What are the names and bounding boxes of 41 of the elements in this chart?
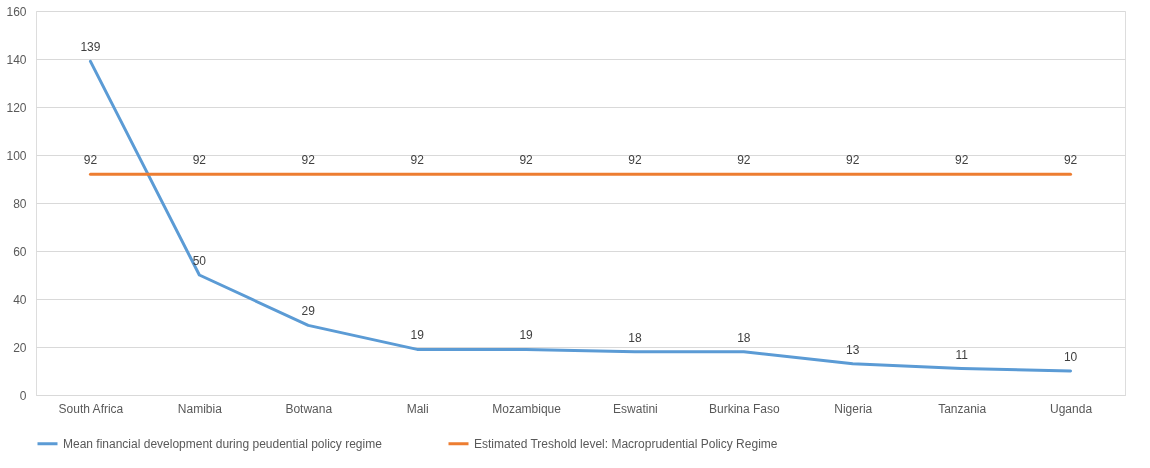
x-tick-label: Namibia <box>177 401 223 416</box>
data-label: 139 <box>80 40 101 55</box>
y-tick-label: 140 <box>6 52 27 67</box>
data-label: 92 <box>519 153 534 168</box>
y-tick-label: 160 <box>6 4 27 19</box>
y-tick-label: 80 <box>13 196 27 211</box>
data-label: 92 <box>83 153 98 168</box>
y-tick-label: 20 <box>13 340 27 355</box>
x-tick-label: Mali <box>406 401 429 416</box>
data-label: 18 <box>737 330 751 345</box>
x-tick-label: Mozambique <box>492 401 562 416</box>
x-tick-label: Uganda <box>1050 401 1093 416</box>
data-label: 92 <box>301 153 316 168</box>
y-tick-label: 0 <box>19 388 27 403</box>
data-label: 19 <box>519 328 534 343</box>
data-label: 10 <box>1063 350 1078 364</box>
data-label: 92 <box>1063 153 1078 168</box>
data-label: 13 <box>846 342 860 357</box>
y-tick-label: 100 <box>6 148 27 163</box>
data-label: 92 <box>846 153 860 168</box>
data-label: 19 <box>410 328 425 343</box>
x-tick-label: Nigeria <box>834 401 873 416</box>
x-tick-label: Burkina Faso <box>709 401 781 416</box>
data-label: 92 <box>192 153 207 168</box>
x-tick-label: Botwana <box>285 401 333 416</box>
x-tick-label: South Africa <box>58 401 124 416</box>
x-tick-label: Eswatini <box>613 401 658 416</box>
data-label: 29 <box>301 304 316 319</box>
data-label: 92 <box>628 153 642 168</box>
data-label: 50 <box>192 254 207 268</box>
legend-label: Mean financial development during peudential policy regime <box>63 436 383 451</box>
y-tick-label: 120 <box>6 100 27 115</box>
data-label: 92 <box>410 153 425 168</box>
y-tick-label: 60 <box>13 244 27 259</box>
data-label: 92 <box>737 153 751 168</box>
data-label: 18 <box>628 330 642 345</box>
data-label: 92 <box>954 153 969 168</box>
x-tick-label: Tanzania <box>938 401 987 416</box>
data-label: 11 <box>955 347 969 362</box>
y-tick-label: 40 <box>13 292 27 307</box>
legend-label: Estimated Treshold level: Macroprudential Policy Regime <box>474 436 778 451</box>
